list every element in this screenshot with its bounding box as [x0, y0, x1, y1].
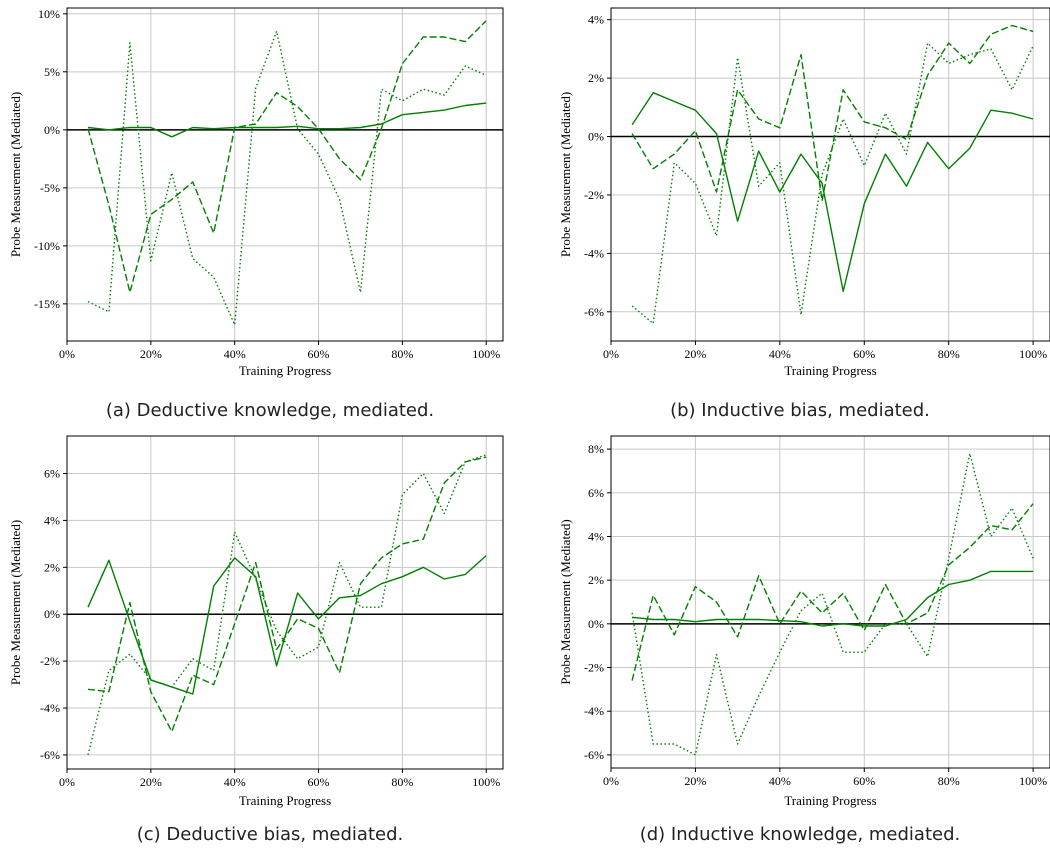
y-tick-label: -2%: [40, 654, 60, 668]
y-tick-label: 4%: [44, 513, 60, 527]
x-tick-label: 60%: [853, 774, 875, 788]
caption-b: (b) Inductive bias, mediated.: [670, 400, 930, 421]
y-tick-label: -15%: [34, 297, 60, 311]
y-tick-label: 5%: [44, 65, 60, 79]
y-tick-label: -4%: [40, 701, 60, 715]
series-line-dotted: [87, 30, 487, 326]
chart-panel-deductive-knowledge: 0% 20% 40% 60% 80% 100% -15% -10% -5% 0% 5% 10% Trai…: [8, 7, 504, 378]
x-tick-label: 100%: [1019, 774, 1047, 788]
x-tick-label: 0%: [603, 774, 619, 788]
x-axis-label: Training Progress: [784, 363, 876, 378]
y-tick-label: 2%: [44, 560, 60, 574]
y-tick-label: 0%: [44, 607, 60, 621]
x-tick-label: 0%: [59, 775, 75, 789]
y-axis-label: Probe Measurement (Mediated): [558, 519, 573, 684]
plot-frame: [610, 7, 1050, 342]
series-line-solid: [87, 102, 487, 138]
series-line-dotted: [631, 42, 1034, 325]
x-tick-label: 40%: [224, 775, 246, 789]
caption-c: (c) Deductive bias, mediated.: [136, 824, 404, 845]
y-tick-label: -10%: [34, 239, 60, 253]
plot-frame: [610, 435, 1050, 769]
x-tick-label: 100%: [1019, 347, 1047, 361]
y-tick-label: -5%: [40, 181, 60, 195]
x-tick-label: 60%: [853, 347, 875, 361]
x-tick-label: 20%: [140, 775, 162, 789]
y-tick-label: -4%: [584, 246, 604, 260]
y-tick-label: -6%: [40, 748, 60, 762]
x-tick-label: 100%: [472, 775, 500, 789]
x-tick-label: 100%: [472, 347, 500, 361]
series-line-dotted: [87, 454, 487, 756]
chart-figure: 0% 20% 40% 60% 80% 100% -15% -10% -5% 0% 5% 10% Trai…: [8, 7, 1050, 808]
x-tick-label: 40%: [769, 347, 791, 361]
x-tick-label: 40%: [769, 774, 791, 788]
y-tick-label: 10%: [38, 7, 60, 21]
x-axis-label: Training Progress: [239, 363, 331, 378]
plot-frame: [66, 435, 504, 770]
y-tick-label: -2%: [584, 188, 604, 202]
y-tick-label: 0%: [588, 130, 604, 144]
series-line-solid: [87, 555, 487, 695]
series-line-dashed: [87, 20, 487, 293]
caption-d: (d) Inductive knowledge, mediated.: [639, 824, 961, 845]
x-tick-label: 40%: [224, 347, 246, 361]
y-tick-label: 6%: [44, 467, 60, 481]
chart-panel-inductive-knowledge: 0% 20% 40% 60% 80% 100% -6% -4% -2% 0% 2% 4% 6% 8% Tra…: [558, 435, 1050, 808]
y-tick-label: -4%: [584, 704, 604, 718]
series-line-dashed: [631, 24, 1034, 202]
y-tick-label: 2%: [588, 573, 604, 587]
x-axis-label: Training Progress: [239, 793, 331, 808]
x-tick-label: 80%: [391, 347, 413, 361]
x-tick-label: 60%: [308, 775, 330, 789]
chart-panel-deductive-bias: 0% 20% 40% 60% 80% 100% -6% -4% -2% 0% 2% 4% 6% Train…: [8, 435, 504, 808]
x-tick-label: 80%: [391, 775, 413, 789]
y-tick-label: 4%: [588, 13, 604, 27]
series-line-solid: [632, 570, 1034, 627]
y-tick-label: 8%: [588, 442, 604, 456]
y-tick-label: -6%: [584, 748, 604, 762]
y-tick-label: 6%: [588, 486, 604, 500]
x-tick-label: 60%: [308, 347, 330, 361]
x-tick-label: 80%: [938, 347, 960, 361]
y-tick-label: -2%: [584, 661, 604, 675]
y-axis-label: Probe Measurement (Mediated): [8, 520, 23, 685]
y-tick-label: -6%: [584, 305, 604, 319]
y-axis-label: Probe Measurement (Mediated): [8, 92, 23, 257]
y-tick-label: 0%: [44, 123, 60, 137]
series-line-dotted: [631, 452, 1034, 756]
chart-panel-inductive-bias: 0% 20% 40% 60% 80% 100% -6% -4% -2% 0% 2% 4% Trainin…: [558, 7, 1050, 378]
x-tick-label: 80%: [938, 774, 960, 788]
x-tick-label: 20%: [684, 774, 706, 788]
series-line-dashed: [631, 503, 1034, 681]
y-tick-label: 4%: [588, 529, 604, 543]
x-axis-label: Training Progress: [784, 793, 876, 808]
x-tick-label: 0%: [59, 347, 75, 361]
caption-a: (a) Deductive knowledge, mediated.: [105, 400, 435, 421]
y-axis-label: Probe Measurement (Mediated): [558, 92, 573, 257]
y-tick-label: 2%: [588, 71, 604, 85]
plot-frame: [66, 7, 504, 342]
x-tick-label: 0%: [603, 347, 619, 361]
series-line-solid: [631, 91, 1034, 292]
x-tick-label: 20%: [684, 347, 706, 361]
series-line-dashed: [87, 456, 487, 733]
y-tick-label: 0%: [588, 617, 604, 631]
x-tick-label: 20%: [140, 347, 162, 361]
